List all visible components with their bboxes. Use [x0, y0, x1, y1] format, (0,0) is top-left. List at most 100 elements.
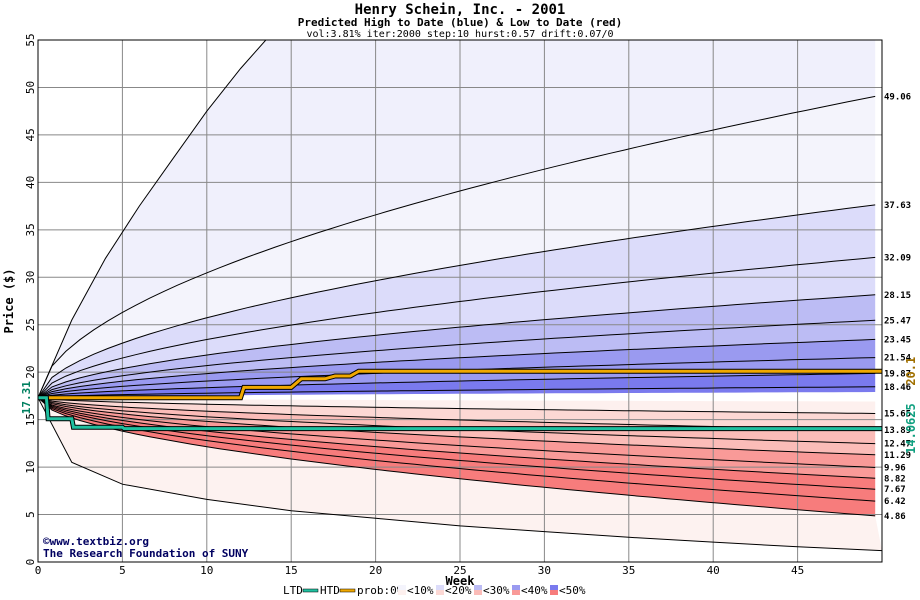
y-tick-label: 10 [24, 460, 37, 473]
band-end-label: 4.86 [884, 512, 906, 522]
legend-prob-bucket-label: <10% [407, 584, 434, 597]
x-tick-label: 20 [369, 564, 382, 577]
legend-prob-bucket-label: <50% [559, 584, 586, 597]
high-band-fill [38, 373, 876, 398]
y-axis-title: Price ($) [2, 268, 16, 333]
low-band-fill [38, 397, 876, 455]
plot-area [38, 40, 882, 562]
legend-prob-bucket-label: <40% [521, 584, 548, 597]
band-end-label: 12.47 [884, 440, 911, 450]
low-band-line [38, 397, 876, 517]
y-tick-label: 50 [24, 81, 37, 94]
htd-end-label: 20.1 [904, 357, 918, 386]
low-band-fill [38, 397, 876, 490]
y-tick-label: 25 [24, 318, 37, 331]
high-band-fill [38, 257, 876, 398]
band-end-label: 32.09 [884, 253, 911, 263]
high-band-fill [38, 386, 876, 398]
band-end-label: 6.42 [884, 497, 906, 507]
low-band-fill [38, 397, 876, 502]
high-band-line [38, 294, 876, 399]
legend-swatch-red [398, 590, 406, 595]
high-band-fill [38, 294, 876, 398]
high-band-line [38, 95, 876, 398]
band-end-label: 11.29 [884, 451, 911, 461]
plot-frame [37, 39, 883, 563]
x-tick-label: 30 [538, 564, 551, 577]
band-end-label: 15.65 [884, 409, 911, 419]
y-tick-label: 5 [24, 511, 37, 518]
high-band-fill [38, 320, 876, 398]
high-band-fill [38, 339, 876, 398]
band-end-label: 25.47 [884, 316, 911, 326]
legend-prob-label: prob:0% [357, 584, 404, 597]
legend-swatch-blue [550, 585, 558, 590]
y-tick-label: 0 [24, 559, 37, 566]
legend-swatch-blue [398, 585, 406, 590]
legend-htd-label: HTD [320, 584, 340, 597]
x-axis-title: Week [446, 574, 476, 588]
low-band-fill-outer [38, 397, 882, 551]
x-tick-label: 45 [791, 564, 804, 577]
low-band-line [38, 397, 876, 490]
low-band-line [38, 397, 876, 456]
x-tick-label: 5 [119, 564, 126, 577]
y-tick-label: 35 [24, 223, 37, 236]
legend-swatch-blue [474, 585, 482, 590]
band-end-label: 23.45 [884, 335, 911, 345]
high-band-line [38, 256, 876, 399]
high-band-line [38, 386, 876, 399]
low-band-line [38, 397, 876, 414]
low-band-fill [38, 397, 876, 431]
band-end-label: 21.54 [884, 354, 912, 364]
x-tick-label: 10 [200, 564, 213, 577]
legend-prob-bucket-label: <20% [445, 584, 472, 597]
legend-ltd-swatch [302, 588, 319, 593]
start-price-label: 17.31 [20, 381, 33, 414]
y-tick-label: 40 [24, 176, 37, 189]
credit-website: ©www.textbiz.org [43, 535, 149, 548]
low-band-fill [38, 397, 876, 479]
band-end-label: 8.82 [884, 474, 906, 484]
ltd-end-label: 14.0625 [904, 403, 918, 454]
high-band-fill [38, 204, 876, 398]
y-tick-label: 20 [24, 366, 37, 379]
high-band-fill-outer [38, 40, 876, 398]
band-end-label: 28.15 [884, 291, 911, 301]
high-band-fill [38, 96, 876, 398]
x-tick-label: 35 [622, 564, 635, 577]
x-tick-label: 40 [707, 564, 720, 577]
band-end-label: 49.06 [884, 92, 911, 102]
chart-title: Henry Schein, Inc. - 2001 [354, 2, 566, 18]
chart-parameters: vol:3.81% iter:2000 step:10 hurst:0.57 d… [306, 29, 614, 40]
band-end-label: 18.46 [884, 383, 911, 393]
low-band-line [38, 397, 876, 468]
legend-swatch-red [474, 590, 482, 595]
legend-htd-swatch [339, 588, 356, 593]
band-end-label: 37.63 [884, 201, 911, 211]
high-band-line [38, 372, 876, 399]
low-band-line [38, 397, 876, 502]
legend-swatch-red [436, 590, 444, 595]
band-end-label: 13.89 [884, 426, 911, 436]
x-tick-label: 25 [453, 564, 466, 577]
chart-subtitle: Predicted High to Date (blue) & Low to D… [297, 16, 623, 29]
low-band-fill [38, 397, 876, 414]
y-tick-label: 45 [24, 128, 37, 141]
band-end-label: 9.96 [884, 463, 906, 473]
ltd-line [38, 396, 882, 431]
high-band-line [38, 204, 876, 398]
high-band-line [38, 319, 876, 399]
credit-organization: The Research Foundation of SUNY [43, 547, 249, 560]
y-tick-label: 55 [24, 33, 37, 46]
htd-line [38, 369, 882, 400]
legend-swatch-blue [436, 585, 444, 590]
high-band-fill [38, 357, 876, 398]
y-tick-label: 30 [24, 271, 37, 284]
legend-swatch-red [550, 590, 558, 595]
low-band-fill [38, 397, 876, 444]
outer-lower-line [38, 397, 882, 552]
legend-swatch-red [512, 590, 520, 595]
